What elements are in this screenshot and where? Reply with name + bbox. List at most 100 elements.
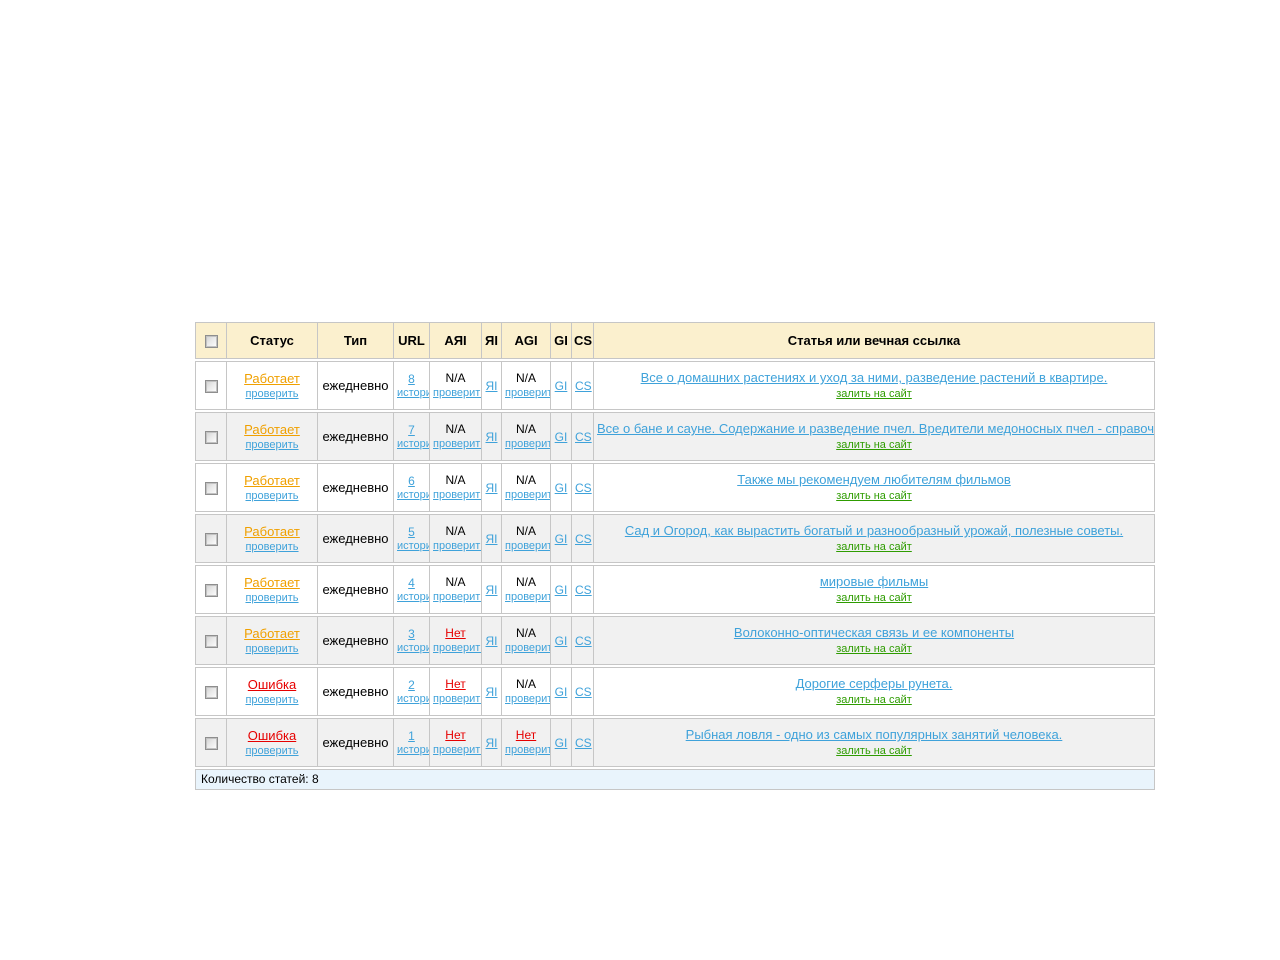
status-check-link[interactable]: проверить: [245, 693, 299, 706]
yai-link[interactable]: ЯI: [485, 531, 498, 546]
status-link[interactable]: Ошибка: [247, 676, 297, 692]
history-link[interactable]: история: [397, 437, 429, 450]
gi-link[interactable]: GI: [554, 582, 568, 597]
status-link[interactable]: Ошибка: [247, 727, 297, 743]
row-checkbox[interactable]: [204, 532, 218, 546]
ayai-value[interactable]: N/A: [445, 524, 466, 539]
cs-link[interactable]: CS: [575, 378, 592, 393]
gi-link[interactable]: GI: [554, 735, 568, 750]
yai-link[interactable]: ЯI: [485, 684, 498, 699]
status-link[interactable]: Работает: [244, 523, 300, 539]
agi-value[interactable]: N/A: [515, 473, 536, 488]
article-link[interactable]: Дорогие серферы рунета.: [795, 676, 953, 692]
agi-check-link[interactable]: проверить: [505, 438, 550, 451]
upload-to-site-link[interactable]: залить на сайт: [836, 388, 912, 401]
article-link[interactable]: Также мы рекомендуем любителям фильмов: [737, 472, 1011, 488]
select-all-checkbox[interactable]: [204, 335, 218, 349]
ayai-check-link[interactable]: проверить: [433, 438, 482, 451]
agi-value[interactable]: Нет: [515, 728, 537, 743]
history-link[interactable]: история: [397, 692, 429, 705]
url-count-link[interactable]: 7: [408, 422, 415, 437]
agi-check-link[interactable]: проверить: [505, 489, 550, 502]
ayai-value[interactable]: Нет: [445, 677, 466, 692]
upload-to-site-link[interactable]: залить на сайт: [836, 439, 912, 452]
history-link[interactable]: история: [397, 743, 429, 756]
cs-link[interactable]: CS: [575, 480, 592, 495]
status-link[interactable]: Работает: [244, 574, 300, 590]
gi-link[interactable]: GI: [554, 378, 568, 393]
url-count-link[interactable]: 1: [408, 728, 415, 743]
upload-to-site-link[interactable]: залить на сайт: [836, 541, 912, 554]
yai-link[interactable]: ЯI: [485, 480, 498, 495]
url-count-link[interactable]: 4: [408, 575, 415, 590]
article-link[interactable]: мировые фильмы: [819, 574, 929, 590]
ayai-value[interactable]: N/A: [445, 575, 466, 590]
gi-link[interactable]: GI: [554, 531, 568, 546]
agi-value[interactable]: N/A: [515, 524, 536, 539]
url-count-link[interactable]: 8: [408, 371, 415, 386]
status-check-link[interactable]: проверить: [245, 540, 299, 553]
row-checkbox[interactable]: [204, 430, 218, 444]
agi-value[interactable]: N/A: [515, 626, 536, 641]
status-link[interactable]: Работает: [244, 421, 300, 437]
ayai-check-link[interactable]: проверить: [433, 387, 482, 400]
status-check-link[interactable]: проверить: [245, 387, 299, 400]
agi-value[interactable]: N/A: [515, 677, 536, 692]
cs-link[interactable]: CS: [575, 531, 592, 546]
article-link[interactable]: Все о домашних растениях и уход за ними,…: [640, 370, 1108, 386]
agi-check-link[interactable]: проверить: [505, 591, 550, 604]
row-checkbox[interactable]: [204, 379, 218, 393]
agi-value[interactable]: N/A: [515, 371, 536, 386]
gi-link[interactable]: GI: [554, 429, 568, 444]
ayai-check-link[interactable]: проверить: [433, 744, 482, 757]
agi-check-link[interactable]: проверить: [505, 693, 550, 706]
gi-link[interactable]: GI: [554, 633, 568, 648]
upload-to-site-link[interactable]: залить на сайт: [836, 592, 912, 605]
ayai-value[interactable]: N/A: [445, 371, 466, 386]
gi-link[interactable]: GI: [554, 480, 568, 495]
ayai-check-link[interactable]: проверить: [433, 540, 482, 553]
agi-check-link[interactable]: проверить: [505, 387, 550, 400]
article-link[interactable]: Все о бане и сауне. Содержание и разведе…: [597, 421, 1155, 437]
cs-link[interactable]: CS: [575, 684, 592, 699]
status-link[interactable]: Работает: [244, 472, 300, 488]
status-check-link[interactable]: проверить: [245, 438, 299, 451]
ayai-check-link[interactable]: проверить: [433, 591, 482, 604]
yai-link[interactable]: ЯI: [485, 429, 498, 444]
cs-link[interactable]: CS: [575, 735, 592, 750]
cs-link[interactable]: CS: [575, 582, 592, 597]
upload-to-site-link[interactable]: залить на сайт: [836, 643, 912, 656]
cs-link[interactable]: CS: [575, 633, 592, 648]
ayai-check-link[interactable]: проверить: [433, 489, 482, 502]
agi-value[interactable]: N/A: [515, 422, 536, 437]
history-link[interactable]: история: [397, 539, 429, 552]
upload-to-site-link[interactable]: залить на сайт: [836, 694, 912, 707]
url-count-link[interactable]: 3: [408, 626, 415, 641]
status-link[interactable]: Работает: [244, 625, 300, 641]
cs-link[interactable]: CS: [575, 429, 592, 444]
yai-link[interactable]: ЯI: [485, 378, 498, 393]
agi-check-link[interactable]: проверить: [505, 642, 550, 655]
upload-to-site-link[interactable]: залить на сайт: [836, 745, 912, 758]
url-count-link[interactable]: 2: [408, 677, 415, 692]
upload-to-site-link[interactable]: залить на сайт: [836, 490, 912, 503]
history-link[interactable]: история: [397, 488, 429, 501]
history-link[interactable]: история: [397, 590, 429, 603]
article-link[interactable]: Волоконно-оптическая связь и ее компонен…: [733, 625, 1015, 641]
ayai-check-link[interactable]: проверить: [433, 693, 482, 706]
url-count-link[interactable]: 6: [408, 473, 415, 488]
article-link[interactable]: Рыбная ловля - одно из самых популярных …: [685, 727, 1063, 743]
row-checkbox[interactable]: [204, 481, 218, 495]
agi-check-link[interactable]: проверить: [505, 744, 550, 757]
status-check-link[interactable]: проверить: [245, 744, 299, 757]
ayai-value[interactable]: N/A: [445, 473, 466, 488]
url-count-link[interactable]: 5: [408, 524, 415, 539]
status-link[interactable]: Работает: [244, 370, 300, 386]
agi-check-link[interactable]: проверить: [505, 540, 550, 553]
history-link[interactable]: история: [397, 641, 429, 654]
yai-link[interactable]: ЯI: [485, 735, 498, 750]
yai-link[interactable]: ЯI: [485, 582, 498, 597]
ayai-value[interactable]: Нет: [445, 626, 466, 641]
ayai-check-link[interactable]: проверить: [433, 642, 482, 655]
row-checkbox[interactable]: [204, 634, 218, 648]
